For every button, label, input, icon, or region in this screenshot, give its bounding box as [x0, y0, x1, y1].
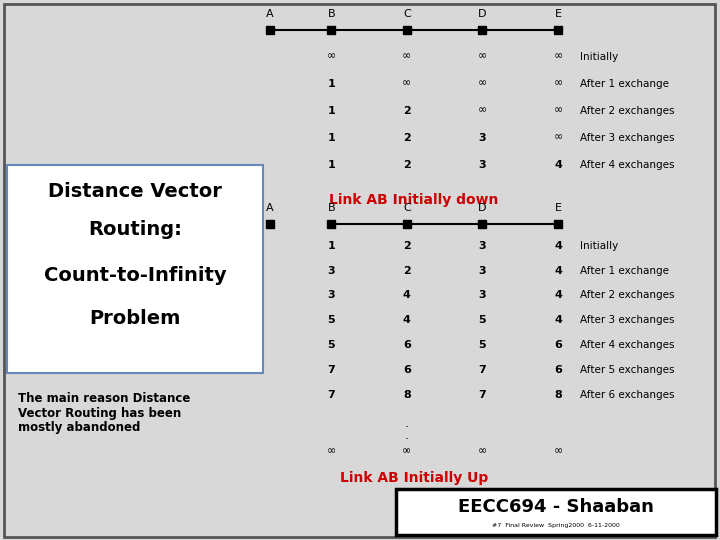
Text: 1: 1: [328, 241, 335, 251]
Text: ∞: ∞: [478, 79, 487, 89]
Text: 2: 2: [403, 160, 410, 170]
Text: E: E: [554, 203, 562, 213]
Text: C: C: [403, 9, 410, 19]
Text: 6: 6: [403, 340, 410, 350]
Text: Routing:: Routing:: [89, 220, 182, 239]
Text: Initially: Initially: [580, 52, 618, 62]
Text: C: C: [403, 203, 410, 213]
Text: 4: 4: [554, 315, 562, 325]
Text: E: E: [554, 9, 562, 19]
Text: Distance Vector: Distance Vector: [48, 182, 222, 201]
Text: EECC694 - Shaaban: EECC694 - Shaaban: [458, 498, 654, 516]
Text: 8: 8: [554, 390, 562, 400]
Text: 4: 4: [554, 291, 562, 300]
Text: 8: 8: [403, 390, 410, 400]
Text: After 2 exchanges: After 2 exchanges: [580, 291, 674, 300]
Text: .: .: [405, 417, 409, 430]
Text: ∞: ∞: [478, 106, 487, 116]
Text: ∞: ∞: [554, 106, 562, 116]
Text: After 5 exchanges: After 5 exchanges: [580, 365, 674, 375]
Text: ∞: ∞: [554, 79, 562, 89]
Text: D: D: [478, 203, 487, 213]
Text: After 6 exchanges: After 6 exchanges: [580, 390, 674, 400]
Text: 3: 3: [479, 266, 486, 275]
Text: 5: 5: [479, 340, 486, 350]
Text: Link AB Initially Up: Link AB Initially Up: [340, 471, 488, 485]
Text: ∞: ∞: [478, 52, 487, 62]
Text: ∞: ∞: [554, 446, 562, 456]
Text: ∞: ∞: [327, 52, 336, 62]
Text: ∞: ∞: [554, 52, 562, 62]
Text: ∞: ∞: [478, 446, 487, 456]
Text: ∞: ∞: [327, 446, 336, 456]
Text: 5: 5: [328, 315, 335, 325]
Text: 4: 4: [554, 160, 562, 170]
Text: 3: 3: [479, 160, 486, 170]
Text: .: .: [405, 441, 409, 454]
Text: .: .: [405, 429, 409, 442]
Text: ∞: ∞: [402, 52, 411, 62]
Text: 6: 6: [554, 365, 562, 375]
Text: 3: 3: [479, 133, 486, 143]
Text: 4: 4: [554, 241, 562, 251]
Text: 1: 1: [328, 106, 335, 116]
Text: 7: 7: [328, 365, 335, 375]
Text: Count-to-Infinity: Count-to-Infinity: [44, 266, 227, 285]
Text: The main reason Distance
Vector Routing has been
mostly abandoned: The main reason Distance Vector Routing …: [18, 392, 190, 435]
Text: 2: 2: [403, 241, 410, 251]
Text: 3: 3: [328, 291, 335, 300]
Text: Initially: Initially: [580, 241, 618, 251]
Text: ∞: ∞: [402, 79, 411, 89]
Text: 5: 5: [328, 340, 335, 350]
Text: B: B: [328, 203, 335, 213]
Text: ∞: ∞: [402, 446, 411, 456]
Text: 4: 4: [403, 291, 410, 300]
Text: 6: 6: [554, 340, 562, 350]
Text: After 1 exchange: After 1 exchange: [580, 79, 669, 89]
Text: 3: 3: [479, 291, 486, 300]
Text: 1: 1: [328, 133, 335, 143]
Text: 2: 2: [403, 106, 410, 116]
Text: 2: 2: [403, 266, 410, 275]
Text: 2: 2: [403, 133, 410, 143]
Text: After 4 exchanges: After 4 exchanges: [580, 160, 674, 170]
Text: 1: 1: [328, 79, 335, 89]
Text: A: A: [266, 203, 274, 213]
Text: B: B: [328, 9, 335, 19]
Text: 3: 3: [479, 241, 486, 251]
Text: D: D: [478, 9, 487, 19]
Text: After 4 exchanges: After 4 exchanges: [580, 340, 674, 350]
Text: After 3 exchanges: After 3 exchanges: [580, 315, 674, 325]
Text: After 2 exchanges: After 2 exchanges: [580, 106, 674, 116]
FancyBboxPatch shape: [7, 165, 263, 373]
Text: ∞: ∞: [554, 133, 562, 143]
Text: #7  Final Review  Spring2000  6-11-2000: #7 Final Review Spring2000 6-11-2000: [492, 523, 620, 528]
FancyBboxPatch shape: [396, 489, 716, 535]
Text: After 3 exchanges: After 3 exchanges: [580, 133, 674, 143]
Text: 4: 4: [554, 266, 562, 275]
Text: 7: 7: [479, 390, 486, 400]
Text: Problem: Problem: [90, 309, 181, 328]
Text: 5: 5: [479, 315, 486, 325]
Text: Link AB Initially down: Link AB Initially down: [329, 193, 499, 207]
Text: 1: 1: [328, 160, 335, 170]
Text: 7: 7: [328, 390, 335, 400]
Text: After 1 exchange: After 1 exchange: [580, 266, 669, 275]
Text: 4: 4: [403, 315, 410, 325]
Text: 7: 7: [479, 365, 486, 375]
Text: A: A: [266, 9, 274, 19]
Text: 3: 3: [328, 266, 335, 275]
FancyBboxPatch shape: [4, 4, 715, 537]
Text: 6: 6: [403, 365, 410, 375]
